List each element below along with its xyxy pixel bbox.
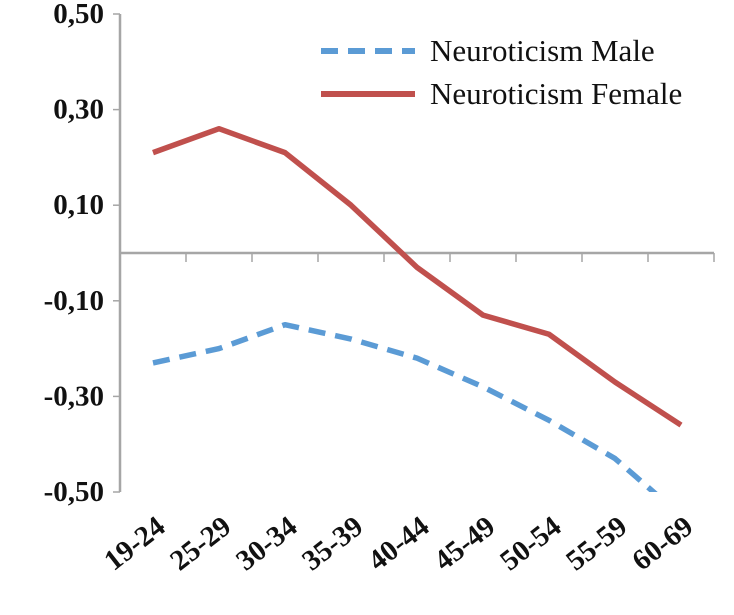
y-tick-label: 0,50	[53, 0, 104, 30]
legend-swatch-dashed-line-icon	[321, 48, 415, 55]
x-tick-label: 45-49	[428, 510, 501, 577]
x-tick-label: 60-69	[626, 510, 699, 577]
y-tick-label: -0,10	[44, 285, 104, 317]
series-line-female	[152, 125, 683, 428]
legend-swatch-solid-line-icon	[321, 91, 415, 98]
y-tick-label: 0,10	[53, 189, 104, 221]
y-tick-label: 0,30	[53, 94, 104, 126]
legend-item-male: Neuroticism Male	[318, 33, 682, 68]
legend-label-male: Neuroticism Male	[430, 33, 655, 68]
x-tick-label: 50-54	[494, 510, 567, 577]
x-tick-label: 40-44	[362, 510, 435, 577]
x-tick-label: 55-59	[560, 510, 633, 577]
y-tick-label: -0,30	[44, 380, 104, 412]
x-tick-label: 25-29	[164, 510, 237, 577]
series-line-male	[152, 321, 658, 492]
x-tick-label: 30-34	[230, 510, 303, 577]
series-group	[152, 125, 683, 492]
y-tick-label: -0,50	[44, 476, 104, 508]
x-tick-label: 19-24	[98, 510, 171, 577]
legend-label-female: Neuroticism Female	[430, 76, 683, 112]
x-tick-label: 35-39	[296, 510, 369, 577]
legend-item-female: Neuroticism Female	[318, 76, 683, 112]
legend: Neuroticism Male Neuroticism Female	[318, 33, 683, 112]
